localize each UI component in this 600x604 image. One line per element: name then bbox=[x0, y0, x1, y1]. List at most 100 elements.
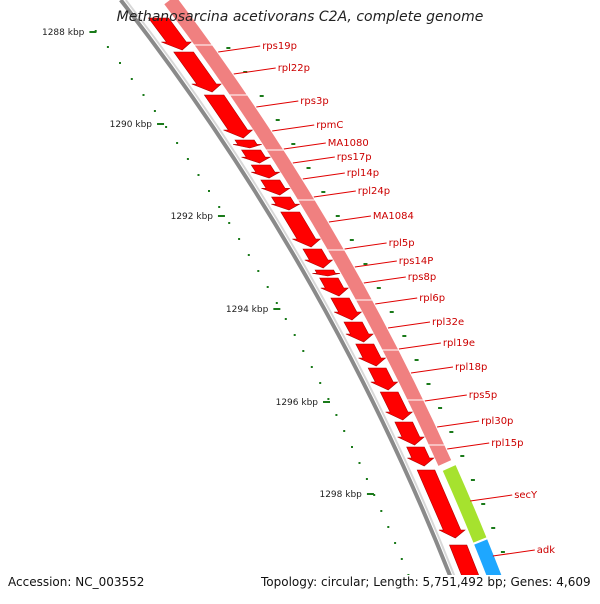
ruler-dot bbox=[176, 142, 179, 144]
map-title: Methanosarcina acetivorans C2A, complete… bbox=[116, 9, 484, 25]
backbone-inner-line bbox=[125, 0, 456, 575]
ruler-dot bbox=[266, 286, 269, 288]
leader-line-rps14P bbox=[354, 260, 397, 268]
leader-line-rps8p bbox=[363, 276, 406, 284]
ruler-dot bbox=[310, 366, 313, 368]
gene-arrow-4 bbox=[233, 139, 262, 149]
ruler-dot bbox=[208, 190, 210, 192]
ruler-tick-label: 1290 kbp bbox=[110, 120, 153, 130]
ruler-dot bbox=[153, 110, 156, 112]
ruler-dot bbox=[319, 382, 322, 384]
gene-label-rpl19e: rpl19e bbox=[443, 338, 475, 349]
ruler-dot bbox=[327, 398, 330, 400]
gene-label-secY: secY bbox=[514, 490, 538, 501]
gene-label-rps14P: rps14P bbox=[399, 256, 433, 267]
ruler-dot bbox=[247, 254, 250, 256]
gene-label-rpl30p: rpl30p bbox=[481, 416, 513, 427]
gene-label-rps17p: rps17p bbox=[337, 152, 372, 163]
ruler-tick-label: 1296 kbp bbox=[276, 398, 319, 408]
leader-line-MA1080 bbox=[283, 142, 326, 150]
ruler-dot bbox=[335, 414, 338, 416]
leader-line-rpl30p bbox=[437, 420, 480, 428]
gene-label-rpl6p: rpl6p bbox=[419, 293, 445, 304]
ruler-dot bbox=[218, 206, 221, 208]
gene-label-rpl15p: rpl15p bbox=[491, 438, 523, 449]
ruler-dot bbox=[414, 590, 416, 592]
leader-line-rpl32e bbox=[387, 321, 431, 329]
gene-label-MA1080: MA1080 bbox=[328, 138, 369, 149]
gene-arrow-11 bbox=[312, 269, 341, 277]
gene-arrow-2 bbox=[173, 51, 222, 93]
ruler-dot bbox=[257, 270, 260, 272]
gene-arrow-13 bbox=[330, 297, 363, 321]
gene-arrow-21 bbox=[449, 544, 479, 575]
ruler-dot bbox=[228, 222, 231, 224]
ruler-dot bbox=[358, 462, 361, 464]
gene-arrow-3 bbox=[203, 94, 254, 139]
adk-band bbox=[474, 539, 502, 575]
ruler-dot bbox=[293, 334, 296, 336]
ruler-dot bbox=[343, 430, 346, 432]
ruler-dot bbox=[302, 350, 305, 352]
leader-line-secY bbox=[470, 494, 513, 502]
gene-label-adk: adk bbox=[537, 545, 555, 556]
leader-line-rpl22p bbox=[233, 67, 276, 75]
ruler-dot bbox=[387, 526, 390, 528]
leader-line-rpl6p bbox=[375, 297, 418, 305]
gene-arrow-5 bbox=[241, 149, 272, 164]
gene-label-rps5p: rps5p bbox=[469, 390, 497, 401]
ruler-dot bbox=[275, 302, 278, 304]
gene-label-rpl18p: rpl18p bbox=[455, 362, 487, 373]
gene-label-rpl24p: rpl24p bbox=[358, 186, 390, 197]
ruler-dot bbox=[142, 94, 145, 96]
leader-line-rpl19e bbox=[398, 342, 441, 350]
gene-arrow-16 bbox=[367, 367, 399, 391]
gene-label-rps8p: rps8p bbox=[408, 272, 436, 283]
gene-label-MA1084: MA1084 bbox=[373, 211, 414, 222]
gene-label-rpl32e: rpl32e bbox=[432, 317, 464, 328]
leader-line-rpl15p bbox=[447, 442, 490, 450]
ruler-dot bbox=[365, 478, 368, 480]
leader-line-rpl18p bbox=[410, 366, 454, 374]
ruler-dot bbox=[186, 158, 189, 160]
ruler-dot bbox=[373, 494, 376, 496]
leader-line-rpl5p bbox=[344, 242, 387, 250]
topology-text: Topology: circular; Length: 5,751,492 bp… bbox=[261, 575, 591, 589]
gene-arrow-14 bbox=[343, 321, 374, 343]
ruler-dot bbox=[106, 46, 109, 48]
ruler-tick-label: 1292 kbp bbox=[171, 212, 214, 222]
gene-arrow-8 bbox=[271, 196, 301, 211]
gene-arrow-9 bbox=[280, 211, 322, 248]
ruler-dot bbox=[400, 558, 403, 560]
gene-arrow-1 bbox=[147, 17, 192, 51]
leader-line-rps5p bbox=[424, 394, 467, 402]
leader-line-rps3p bbox=[256, 100, 299, 108]
leader-line-rps17p bbox=[292, 156, 335, 164]
gene-arrow-18 bbox=[394, 421, 425, 446]
ruler-dot bbox=[284, 318, 287, 320]
leader-line-rps19p bbox=[218, 45, 261, 53]
gene-arrow-20 bbox=[416, 469, 466, 539]
ruler-dot bbox=[380, 510, 383, 512]
accession-text: Accession: NC_003552 bbox=[8, 575, 145, 589]
gene-arrow-19 bbox=[406, 446, 435, 467]
ruler-tick-label: 1288 kbp bbox=[42, 28, 85, 38]
gene-arrow-7 bbox=[260, 179, 291, 196]
gene-arrow-15 bbox=[355, 343, 387, 367]
gene-arrow-6 bbox=[250, 164, 281, 179]
gene-label-rpmC: rpmC bbox=[316, 120, 343, 131]
leader-line-rpl24p bbox=[313, 190, 356, 198]
gene-label-rps3p: rps3p bbox=[300, 96, 328, 107]
leader-line-rpmC bbox=[272, 124, 315, 132]
ruler-dot bbox=[238, 238, 241, 240]
leader-line-MA1084 bbox=[328, 215, 371, 223]
ruler-tick-label: 1298 kbp bbox=[319, 490, 362, 500]
gene-label-rpl22p: rpl22p bbox=[278, 63, 310, 74]
gene-label-rpl14p: rpl14p bbox=[347, 168, 379, 179]
leader-line-adk bbox=[492, 549, 535, 557]
ruler-dot bbox=[394, 542, 397, 544]
ruler-dot bbox=[165, 126, 168, 128]
ruler-dot bbox=[351, 446, 353, 448]
